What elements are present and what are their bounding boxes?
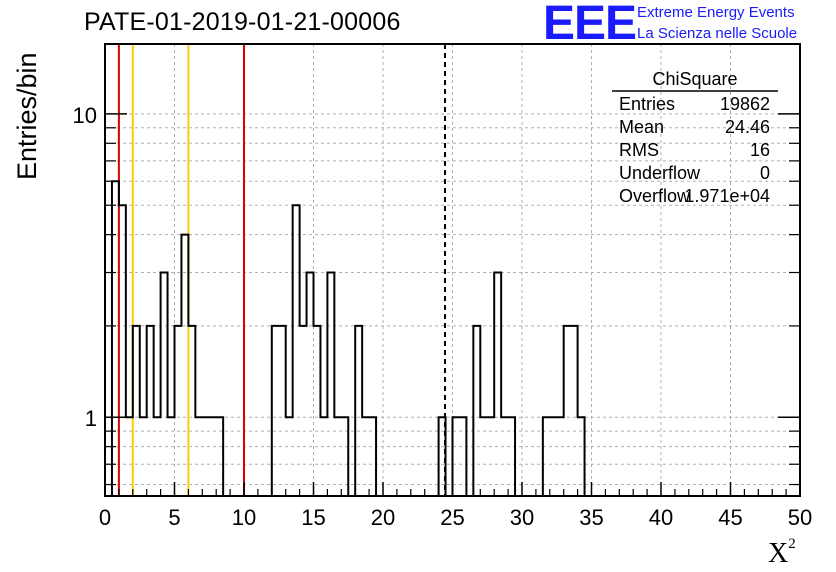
- x-tick-label: 50: [788, 505, 812, 530]
- stats-row-value: 19862: [720, 94, 770, 114]
- stats-row-value: 16: [750, 140, 770, 160]
- x-tick-label: 30: [510, 505, 534, 530]
- x-tick-label: 40: [649, 505, 673, 530]
- eee-logo: EEE: [543, 0, 637, 50]
- x-axis-label: X2: [768, 536, 796, 570]
- y-axis-label: Entries/bin: [12, 52, 42, 180]
- stats-box: ChiSquare Entries 19862 Mean 24.46 RMS 16 Under…: [612, 69, 778, 206]
- y-tick-label: 10: [73, 103, 97, 128]
- grid-layer: [105, 44, 800, 496]
- x-axis-label-text: X: [768, 538, 789, 569]
- stats-row-value: 24.46: [725, 117, 770, 137]
- x-tick-label: 45: [718, 505, 742, 530]
- stats-row-label: Entries: [619, 94, 675, 114]
- stats-row-label: RMS: [619, 140, 659, 160]
- axis-ticks: 0 5 10 15 20 25 30 35 40 45 50 1 10: [73, 103, 813, 530]
- chart-title: PATE-01-2019-01-21-00006: [84, 8, 401, 36]
- x-tick-label: 5: [168, 505, 180, 530]
- stats-row-label: Underflow: [619, 163, 701, 183]
- stats-row-value: 0: [760, 163, 770, 183]
- x-tick-label: 25: [440, 505, 464, 530]
- x-tick-label: 35: [579, 505, 603, 530]
- x-axis-label-superscript: 2: [788, 536, 796, 552]
- x-tick-label: 20: [371, 505, 395, 530]
- x-tick-label: 10: [232, 505, 256, 530]
- x-tick-label: 0: [99, 505, 111, 530]
- stats-box-title: ChiSquare: [652, 69, 737, 89]
- reference-lines: [117, 44, 446, 496]
- x-tick-label: 15: [301, 505, 325, 530]
- y-tick-label: 1: [85, 406, 97, 431]
- stats-row-value: 1.971e+04: [684, 186, 770, 206]
- logo-line-1: Extreme Energy Events: [637, 4, 795, 21]
- stats-row-label: Overflow: [619, 186, 691, 206]
- logo-line-2: La Scienza nelle Scuole: [637, 25, 798, 42]
- stats-row-label: Mean: [619, 117, 664, 137]
